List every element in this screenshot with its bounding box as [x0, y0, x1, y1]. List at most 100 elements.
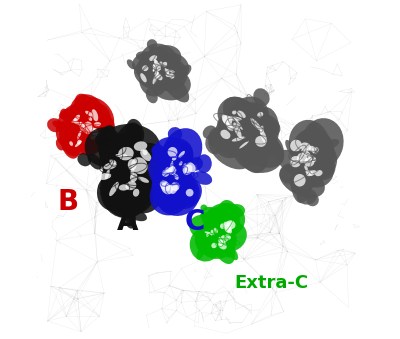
- Ellipse shape: [107, 170, 153, 197]
- Ellipse shape: [146, 87, 158, 103]
- Ellipse shape: [174, 174, 179, 180]
- Ellipse shape: [131, 157, 148, 174]
- Ellipse shape: [59, 119, 81, 159]
- Ellipse shape: [208, 216, 233, 245]
- Ellipse shape: [154, 166, 163, 183]
- Ellipse shape: [320, 139, 339, 150]
- Ellipse shape: [219, 240, 225, 245]
- Ellipse shape: [154, 59, 181, 83]
- Ellipse shape: [110, 152, 142, 181]
- Ellipse shape: [187, 183, 197, 206]
- Ellipse shape: [253, 88, 270, 106]
- Ellipse shape: [134, 141, 147, 151]
- Ellipse shape: [218, 237, 222, 246]
- Ellipse shape: [196, 154, 212, 173]
- Ellipse shape: [214, 219, 234, 254]
- Ellipse shape: [292, 128, 332, 168]
- Ellipse shape: [208, 129, 252, 170]
- Ellipse shape: [193, 171, 212, 185]
- Ellipse shape: [290, 156, 301, 167]
- Ellipse shape: [132, 53, 156, 72]
- Ellipse shape: [188, 157, 203, 171]
- Ellipse shape: [156, 170, 195, 211]
- Ellipse shape: [76, 113, 109, 132]
- Ellipse shape: [64, 106, 100, 151]
- Ellipse shape: [300, 142, 311, 152]
- Ellipse shape: [56, 103, 94, 149]
- Ellipse shape: [168, 147, 178, 157]
- Ellipse shape: [79, 114, 115, 153]
- Ellipse shape: [214, 109, 253, 148]
- Ellipse shape: [72, 122, 94, 144]
- Ellipse shape: [130, 168, 134, 177]
- Ellipse shape: [69, 117, 102, 148]
- Ellipse shape: [133, 189, 139, 197]
- Ellipse shape: [138, 45, 181, 79]
- Ellipse shape: [308, 155, 316, 162]
- Ellipse shape: [150, 175, 190, 215]
- Ellipse shape: [223, 222, 230, 226]
- Ellipse shape: [310, 155, 336, 180]
- Ellipse shape: [315, 170, 322, 176]
- Ellipse shape: [151, 154, 182, 203]
- Ellipse shape: [75, 141, 82, 147]
- Ellipse shape: [232, 137, 245, 141]
- Ellipse shape: [119, 195, 134, 223]
- Ellipse shape: [149, 55, 157, 61]
- Ellipse shape: [88, 117, 92, 121]
- Ellipse shape: [182, 163, 189, 175]
- Ellipse shape: [211, 243, 217, 248]
- Ellipse shape: [196, 232, 208, 239]
- Ellipse shape: [168, 166, 176, 175]
- Ellipse shape: [301, 149, 310, 157]
- Ellipse shape: [292, 160, 303, 163]
- Ellipse shape: [213, 219, 233, 238]
- Ellipse shape: [196, 220, 237, 259]
- Ellipse shape: [130, 173, 138, 182]
- Ellipse shape: [156, 66, 158, 75]
- Ellipse shape: [226, 116, 242, 121]
- Ellipse shape: [227, 221, 232, 230]
- Ellipse shape: [126, 119, 144, 147]
- Ellipse shape: [205, 133, 223, 154]
- Ellipse shape: [301, 131, 331, 170]
- Ellipse shape: [297, 153, 307, 163]
- Ellipse shape: [172, 178, 202, 209]
- Ellipse shape: [162, 170, 170, 177]
- Ellipse shape: [280, 164, 325, 198]
- Ellipse shape: [294, 174, 306, 186]
- Ellipse shape: [165, 167, 172, 172]
- Ellipse shape: [293, 141, 326, 165]
- Ellipse shape: [260, 126, 264, 135]
- Ellipse shape: [153, 63, 156, 68]
- Ellipse shape: [304, 165, 308, 171]
- Ellipse shape: [279, 163, 298, 183]
- Ellipse shape: [167, 54, 181, 67]
- Ellipse shape: [227, 123, 234, 131]
- Ellipse shape: [213, 218, 232, 246]
- Ellipse shape: [118, 174, 161, 213]
- Ellipse shape: [147, 39, 157, 49]
- Ellipse shape: [94, 122, 101, 126]
- Ellipse shape: [171, 182, 180, 191]
- Ellipse shape: [257, 112, 263, 117]
- Ellipse shape: [140, 73, 147, 82]
- Ellipse shape: [127, 59, 136, 69]
- Ellipse shape: [226, 97, 269, 143]
- Ellipse shape: [289, 120, 330, 169]
- Ellipse shape: [256, 134, 280, 157]
- Ellipse shape: [209, 224, 235, 264]
- Ellipse shape: [190, 227, 222, 261]
- Ellipse shape: [154, 72, 159, 76]
- Ellipse shape: [216, 222, 247, 252]
- Ellipse shape: [174, 181, 196, 202]
- Text: B: B: [58, 188, 79, 216]
- Ellipse shape: [171, 74, 182, 86]
- Ellipse shape: [236, 126, 268, 173]
- Ellipse shape: [65, 147, 78, 156]
- Ellipse shape: [158, 162, 192, 212]
- Ellipse shape: [172, 172, 175, 175]
- Ellipse shape: [153, 60, 157, 72]
- Ellipse shape: [162, 128, 202, 173]
- Ellipse shape: [208, 127, 228, 148]
